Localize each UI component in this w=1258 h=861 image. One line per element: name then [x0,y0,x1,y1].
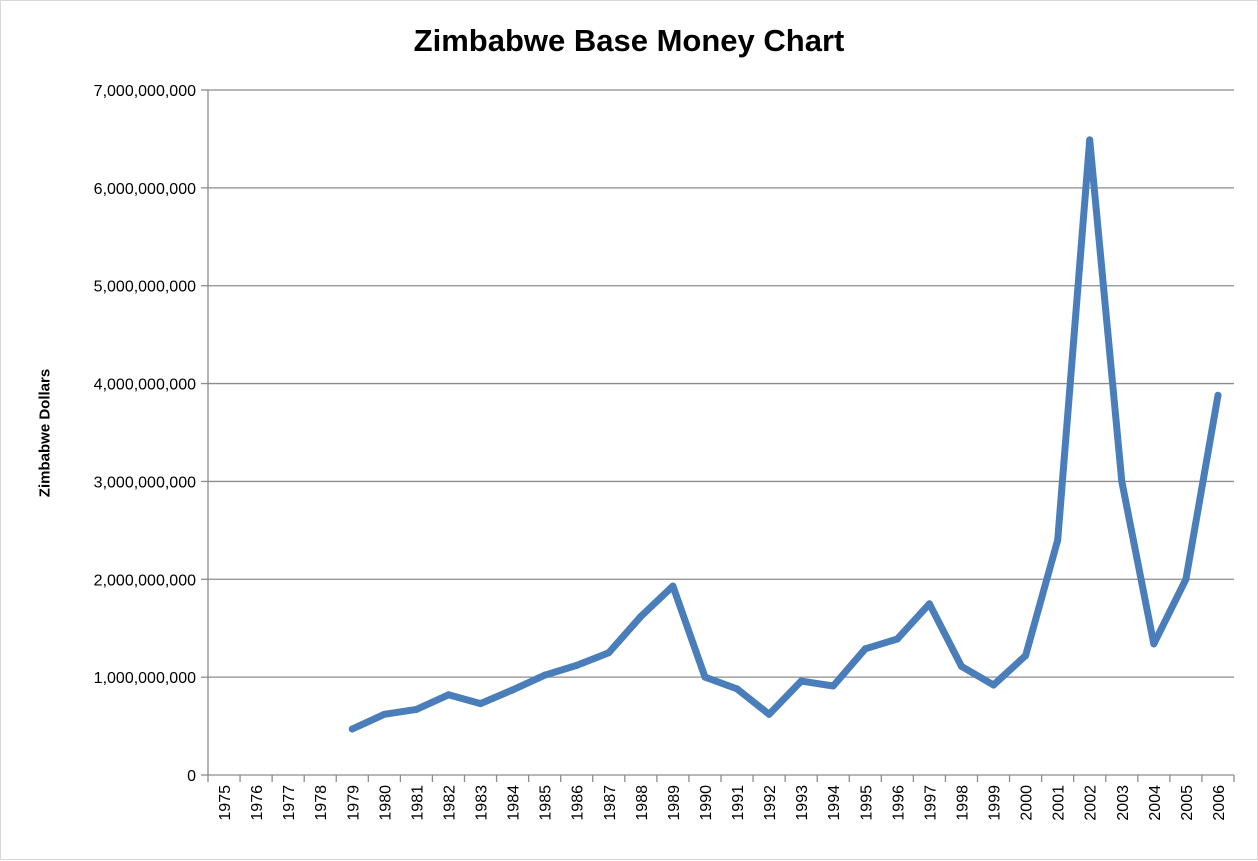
data-point [925,600,933,608]
x-tick-label: 1995 [858,785,875,821]
data-point [1086,136,1094,144]
data-point [893,635,901,643]
data-point [637,612,645,620]
y-tick-label: 3,000,000,000 [94,474,196,491]
y-tick-label: 7,000,000,000 [94,83,196,100]
data-point [1150,640,1158,648]
x-tick-label: 1987 [602,785,619,821]
x-tick-label: 2000 [1019,785,1036,821]
data-point [797,677,805,685]
x-tick-label: 2001 [1051,785,1068,821]
data-point [1214,391,1222,399]
x-tick-label: 1999 [987,785,1004,821]
x-tick-label: 1983 [474,785,491,821]
x-tick-label: 2005 [1179,785,1196,821]
data-point [1182,575,1190,583]
y-tick-label: 6,000,000,000 [94,181,196,198]
x-tick-label: 1994 [826,785,843,821]
data-point [1054,536,1062,544]
data-point [509,686,517,694]
x-tick-label: 1996 [890,785,907,821]
data-point [1118,477,1126,485]
data-point [605,649,613,657]
x-tick-label: 1993 [794,785,811,821]
y-tick-label: 4,000,000,000 [94,377,196,394]
x-tick-label: 1992 [762,785,779,821]
chart-title: Zimbabwe Base Money Chart [413,23,845,58]
data-point [1022,652,1030,660]
data-point [444,691,452,699]
data-point [541,671,549,679]
x-tick-label: 2006 [1211,785,1228,821]
data-point [573,661,581,669]
y-tick-label: 1,000,000,000 [94,670,196,687]
data-point [829,682,837,690]
data-point [990,681,998,689]
x-tick-label: 1982 [441,785,458,821]
x-tick-label: 2003 [1115,785,1132,821]
data-point [412,705,420,713]
x-tick-label: 1978 [313,785,330,821]
x-tick-label: 1997 [922,785,939,821]
y-tick-label: 0 [187,768,196,785]
y-tick-label: 2,000,000,000 [94,572,196,589]
data-point [765,710,773,718]
x-tick-label: 2002 [1083,785,1100,821]
data-point [861,645,869,653]
x-tick-label: 1986 [570,785,587,821]
x-tick-label: 1979 [345,785,362,821]
x-tick-label: 1981 [409,785,426,821]
data-point [669,582,677,590]
x-tick-label: 1988 [634,785,651,821]
data-point [701,673,709,681]
x-tick-label: 1984 [506,785,523,821]
x-tick-label: 1989 [666,785,683,821]
x-tick-label: 1991 [730,785,747,821]
data-point [957,662,965,670]
series-line [348,136,1222,733]
x-tick-label: 2004 [1147,785,1164,821]
x-tick-label: 1975 [217,785,234,821]
data-point [380,710,388,718]
x-tick-label: 1980 [377,785,394,821]
data-point [477,700,485,708]
data-point [348,725,356,733]
x-tick-label: 1985 [538,785,555,821]
x-tick-label: 1976 [249,785,266,821]
x-tick-label: 1977 [281,785,298,821]
x-tick-label: 1998 [954,785,971,821]
data-point [733,685,741,693]
x-tick-label: 1990 [698,785,715,821]
y-tick-label: 5,000,000,000 [94,279,196,296]
